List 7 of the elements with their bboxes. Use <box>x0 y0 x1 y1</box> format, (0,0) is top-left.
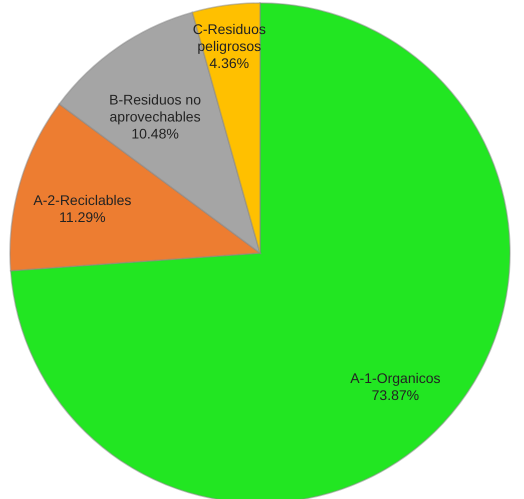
data-label: 11.29% <box>59 209 106 226</box>
data-label: 10.48% <box>131 126 179 142</box>
slice-label: A-1-Organicos <box>350 370 441 386</box>
data-label: 73.87% <box>372 387 420 404</box>
data-label: 4.36% <box>209 55 250 72</box>
slice-label: A-2-Reciclables <box>33 192 132 208</box>
slice-label: B-Residuos no aprovechables <box>109 92 202 125</box>
